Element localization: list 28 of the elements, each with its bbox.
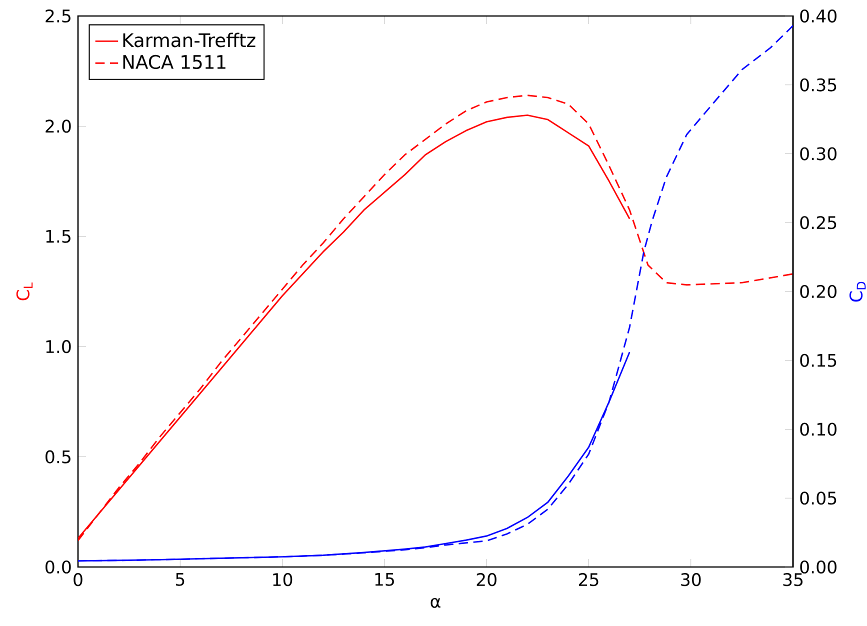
y2-tick-label: 0.35 xyxy=(800,78,836,92)
x-axis-title: α xyxy=(430,598,440,608)
x-tick-label: 0 xyxy=(74,573,82,586)
y2-tick-label: 0.30 xyxy=(800,147,836,160)
y2-tick-label: 0.40 xyxy=(800,9,836,23)
x-tick-label: 10 xyxy=(273,573,292,586)
x-tick-label: 5 xyxy=(176,573,184,586)
legend-label: Karman-Trefftz xyxy=(123,32,256,48)
x-tick-label: 20 xyxy=(476,573,496,586)
y-tick-label: 2.0 xyxy=(46,120,71,133)
y2-tick-label: 0.20 xyxy=(800,284,836,298)
y-tick-label: 1.0 xyxy=(46,340,71,354)
y2-tick-label: 0.25 xyxy=(800,216,836,230)
y-tick-label: 2.5 xyxy=(46,9,70,23)
x-tick-label: 25 xyxy=(578,573,598,586)
y-axis-title: C$_{L}$ xyxy=(16,282,33,300)
y-tick-label: 0.0 xyxy=(46,560,71,574)
x-tick-label: 35 xyxy=(783,573,803,586)
y2-axis-title: C$_{D}$ xyxy=(849,282,866,302)
y-tick-label: 0.5 xyxy=(46,450,70,464)
y2-tick-label: 0.00 xyxy=(800,560,836,574)
x-tick-label: 30 xyxy=(681,573,701,586)
y2-tick-label: 0.15 xyxy=(800,354,836,367)
legend-label: NACA 1511 xyxy=(123,54,226,70)
y2-tick-label: 0.10 xyxy=(800,422,836,436)
y2-tick-label: 0.05 xyxy=(800,492,836,505)
y-tick-label: 1.5 xyxy=(46,230,70,243)
x-tick-label: 15 xyxy=(375,573,394,586)
